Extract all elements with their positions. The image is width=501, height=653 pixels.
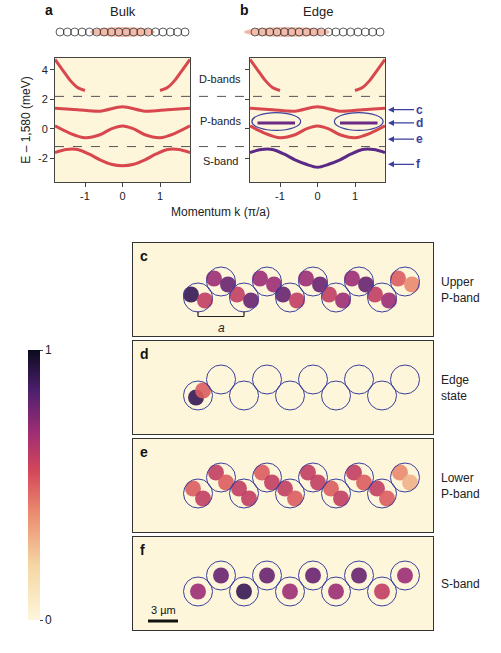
svg-text:-1: -1 [80,190,90,202]
svg-text:0: 0 [314,190,320,202]
svg-text:S-band: S-band [441,577,480,591]
svg-text:Edgestate: Edgestate [441,373,469,403]
svg-text:1: 1 [352,190,358,202]
svg-text:0: 0 [42,123,48,135]
svg-text:Momentum k (π/a): Momentum k (π/a) [171,205,270,219]
svg-text:f: f [140,542,145,558]
svg-text:e: e [140,444,148,460]
svg-text:c: c [416,103,423,117]
svg-text:E – 1,580 (meV): E – 1,580 (meV) [19,76,33,163]
svg-text:2: 2 [42,93,48,105]
svg-text:0: 0 [45,613,52,627]
svg-text:f: f [416,157,421,171]
svg-text:Bulk: Bulk [110,4,136,19]
svg-text:d: d [140,346,149,362]
svg-text:-2: -2 [38,152,48,164]
svg-text:d: d [416,116,423,130]
svg-text:a: a [45,2,53,18]
svg-text:1: 1 [45,343,52,357]
svg-text:P-bands: P-bands [200,115,241,127]
svg-text:0: 0 [119,190,125,202]
svg-text:D-bands: D-bands [199,73,241,85]
svg-text:a: a [218,321,225,335]
svg-text:c: c [140,248,148,264]
svg-text:3 µm: 3 µm [151,604,176,616]
svg-text:-1: -1 [275,190,285,202]
svg-text:S-band: S-band [203,155,238,167]
svg-text:UpperP-band: UpperP-band [441,275,480,305]
svg-text:1: 1 [157,190,163,202]
svg-text:4: 4 [42,64,48,76]
svg-text:Edge: Edge [303,4,333,19]
svg-text:e: e [416,132,423,146]
svg-text:b: b [240,2,249,18]
svg-text:LowerP-band: LowerP-band [441,471,480,501]
